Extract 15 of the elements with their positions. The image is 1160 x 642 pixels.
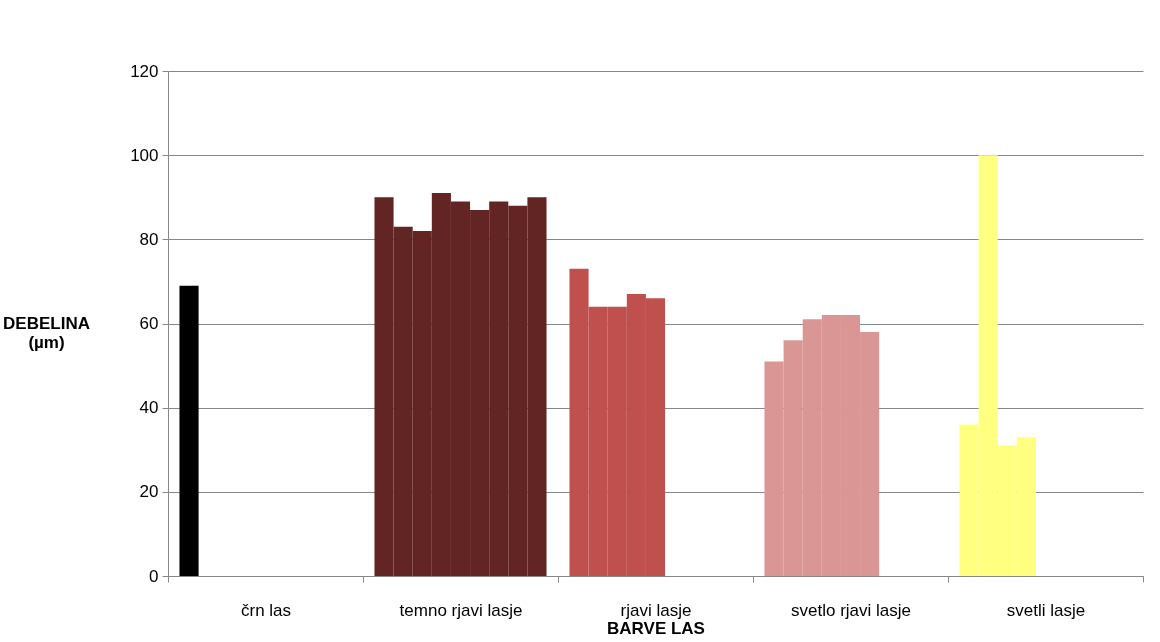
x-tick-label: svetli lasje [1006, 600, 1086, 620]
y-tick-label: 120 [130, 61, 159, 81]
y-axis-title: DEBELINA (µm) [3, 314, 90, 352]
x-tick-label: temno rjavi lasje [399, 600, 523, 620]
y-tick-label: 0 [149, 566, 159, 586]
x-tick-label: rjavi lasje [620, 600, 692, 620]
y-tick-label: 40 [139, 398, 159, 418]
y-tick-label: 80 [139, 229, 159, 249]
y-tick-label: 60 [139, 314, 159, 333]
x-tick-label: črn las [240, 600, 292, 620]
x-tick-label: svetlo rjavi lasje [791, 600, 911, 620]
y-tick-label: 20 [139, 482, 159, 502]
y-tick-label: 100 [130, 145, 159, 165]
x-axis-title: BARVE LAS [607, 618, 705, 638]
bar [179, 285, 199, 576]
